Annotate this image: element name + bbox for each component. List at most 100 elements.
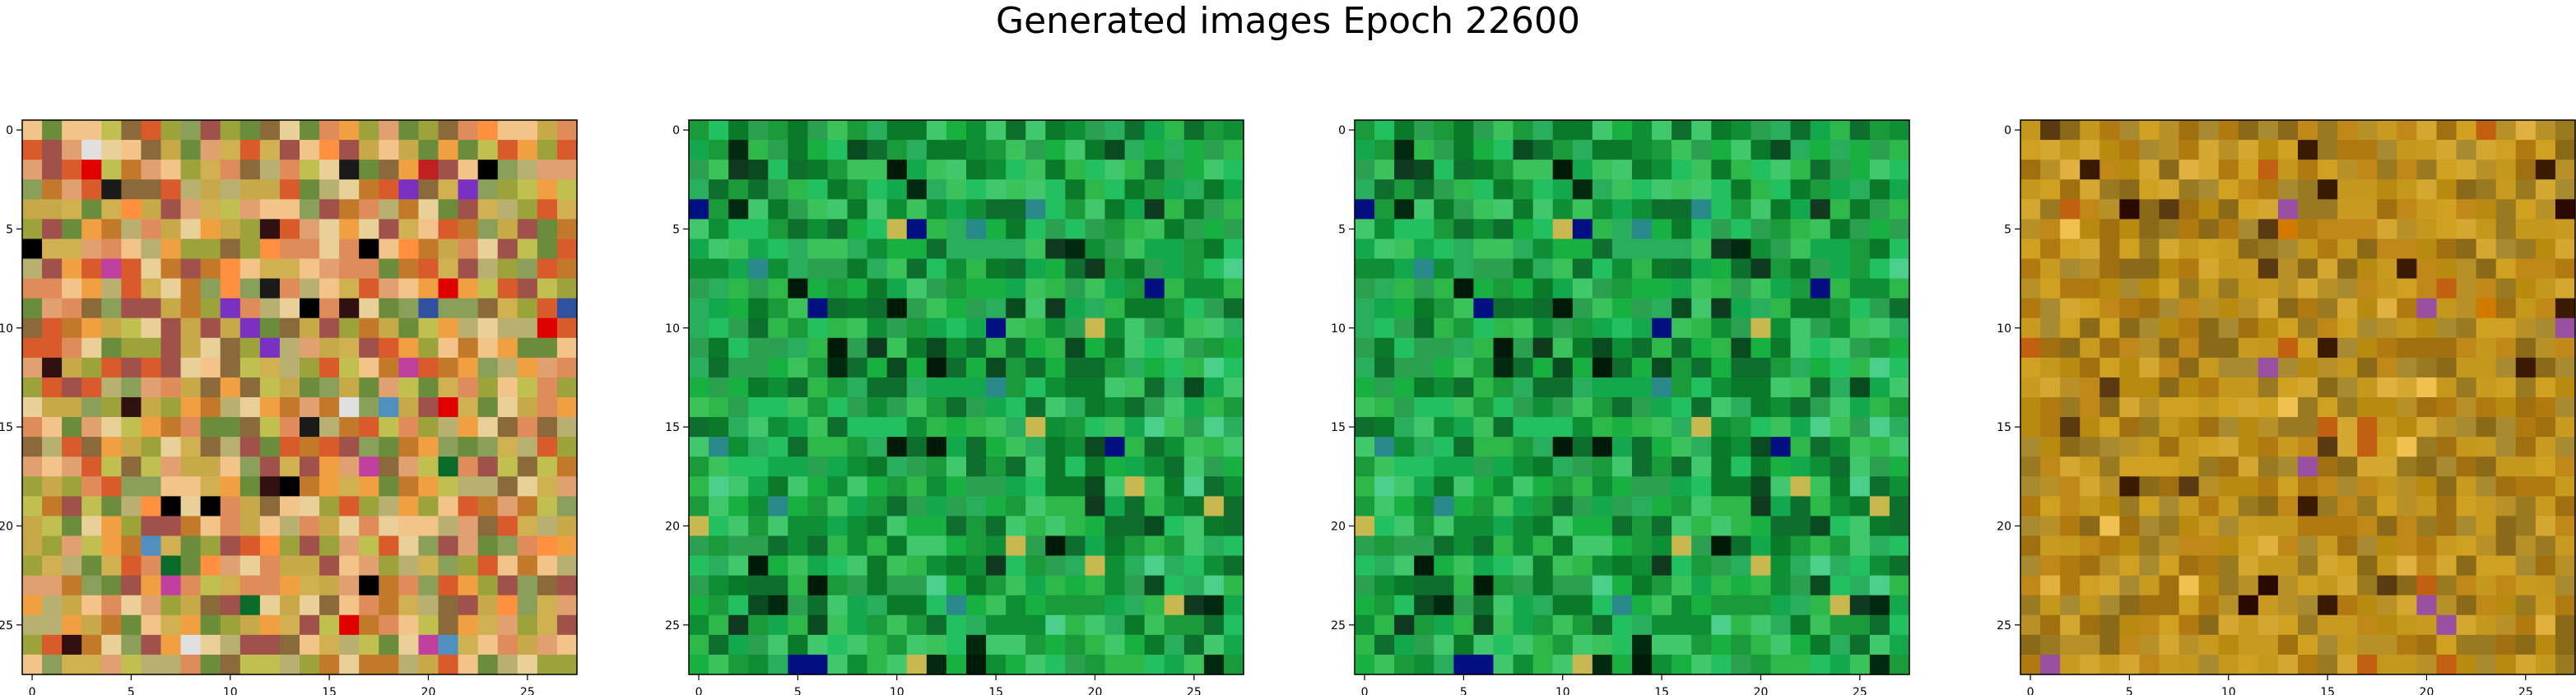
pixel-cell xyxy=(1770,317,1792,339)
pixel-cell xyxy=(2495,239,2517,260)
pixel-cell xyxy=(319,160,340,180)
pixel-cell xyxy=(537,120,558,141)
pixel-cell xyxy=(1652,140,1672,160)
pixel-cell xyxy=(827,614,849,636)
pixel-cell xyxy=(1691,555,1712,577)
pixel-cell xyxy=(1473,476,1495,497)
pixel-cell xyxy=(1223,140,1244,160)
pixel-cell xyxy=(1632,595,1653,616)
pixel-cell xyxy=(418,614,439,636)
pixel-cell xyxy=(279,496,300,517)
pixel-cell xyxy=(2318,377,2338,398)
pixel-cell xyxy=(2515,239,2536,260)
pixel-cell xyxy=(1830,258,1851,280)
pixel-cell xyxy=(2397,595,2418,616)
pixel-cell xyxy=(1203,437,1225,457)
pixel-cell xyxy=(1810,634,1831,656)
pixel-cell xyxy=(867,278,888,299)
pixel-cell xyxy=(1434,377,1454,398)
pixel-cell xyxy=(1790,417,1811,438)
pixel-cell xyxy=(1810,555,1831,577)
pixel-cell xyxy=(200,634,221,656)
pixel-cell xyxy=(2515,317,2536,339)
pixel-cell xyxy=(497,219,518,240)
pixel-cell xyxy=(1849,417,1871,438)
pixel-cell xyxy=(160,298,182,319)
pixel-cell xyxy=(339,337,360,359)
pixel-cell xyxy=(279,278,300,299)
pixel-cell xyxy=(1374,160,1395,180)
pixel-cell xyxy=(2020,377,2041,398)
pixel-cell xyxy=(1144,397,1165,418)
pixel-cell xyxy=(1672,219,1692,240)
pixel-cell xyxy=(689,317,709,339)
pixel-cell xyxy=(2397,634,2418,656)
pixel-cell xyxy=(1374,417,1395,438)
pixel-cell xyxy=(2555,160,2576,180)
pixel-cell xyxy=(2357,634,2378,656)
pixel-cell xyxy=(101,298,122,319)
pixel-cell xyxy=(1869,160,1890,180)
pixel-cell xyxy=(886,258,908,280)
pixel-cell xyxy=(259,555,281,577)
pixel-cell xyxy=(22,397,43,418)
pixel-cell xyxy=(807,317,829,339)
pixel-cell xyxy=(867,258,888,280)
pixel-cell xyxy=(398,496,420,517)
pixel-cell xyxy=(1434,219,1454,240)
pixel-cell xyxy=(1672,535,1692,557)
pixel-cell xyxy=(1164,219,1185,240)
pixel-cell xyxy=(1770,199,1792,220)
pixel-cell xyxy=(1394,298,1415,319)
pixel-cell xyxy=(2495,199,2517,220)
pixel-cell xyxy=(438,317,459,339)
pixel-cell xyxy=(42,575,63,596)
pixel-cell xyxy=(81,239,102,260)
pixel-cell xyxy=(1572,357,1593,378)
pixel-cell xyxy=(1203,456,1225,477)
pixel-cell xyxy=(867,456,888,477)
pixel-cell xyxy=(1394,397,1415,418)
y-tick-label: 25 xyxy=(0,619,13,632)
pixel-cell xyxy=(2377,437,2397,457)
pixel-cell xyxy=(2357,397,2378,418)
pixel-cell xyxy=(1374,357,1395,378)
pixel-cell xyxy=(1830,456,1851,477)
figure-title: Generated images Epoch 22600 xyxy=(995,0,1581,42)
pixel-cell xyxy=(926,634,947,656)
pixel-cell xyxy=(379,634,399,656)
pixel-cell xyxy=(1731,377,1752,398)
pixel-cell xyxy=(1065,437,1086,457)
pixel-cell xyxy=(1770,140,1792,160)
pixel-cell xyxy=(2257,397,2279,418)
pixel-cell xyxy=(1711,476,1732,497)
pixel-cell xyxy=(1355,456,1375,477)
pixel-cell xyxy=(2318,575,2338,596)
pixel-cell xyxy=(1144,357,1165,378)
pixel-cell xyxy=(1691,140,1712,160)
pixel-cell xyxy=(319,555,340,577)
pixel-cell xyxy=(2178,239,2200,260)
pixel-cell xyxy=(2555,555,2576,577)
pixel-cell xyxy=(2218,179,2239,200)
pixel-cell xyxy=(1672,634,1692,656)
pixel-cell xyxy=(1104,278,1126,299)
pixel-cell xyxy=(220,437,241,457)
pixel-cell xyxy=(379,654,399,675)
pixel-cell xyxy=(1513,476,1534,497)
pixel-cell xyxy=(1849,239,1871,260)
pixel-cell xyxy=(2238,555,2259,577)
pixel-cell xyxy=(2476,496,2497,517)
pixel-cell xyxy=(689,219,709,240)
pixel-cell xyxy=(279,298,300,319)
pixel-cell xyxy=(1611,634,1633,656)
pixel-cell xyxy=(2178,179,2200,200)
pixel-cell xyxy=(1493,337,1514,359)
pixel-cell xyxy=(2198,219,2220,240)
pixel-cell xyxy=(42,337,63,359)
pixel-cell xyxy=(1045,575,1066,596)
pixel-cell xyxy=(1355,614,1375,636)
pixel-cell xyxy=(2218,199,2239,220)
pixel-cell xyxy=(359,239,379,260)
pixel-cell xyxy=(1203,516,1225,537)
